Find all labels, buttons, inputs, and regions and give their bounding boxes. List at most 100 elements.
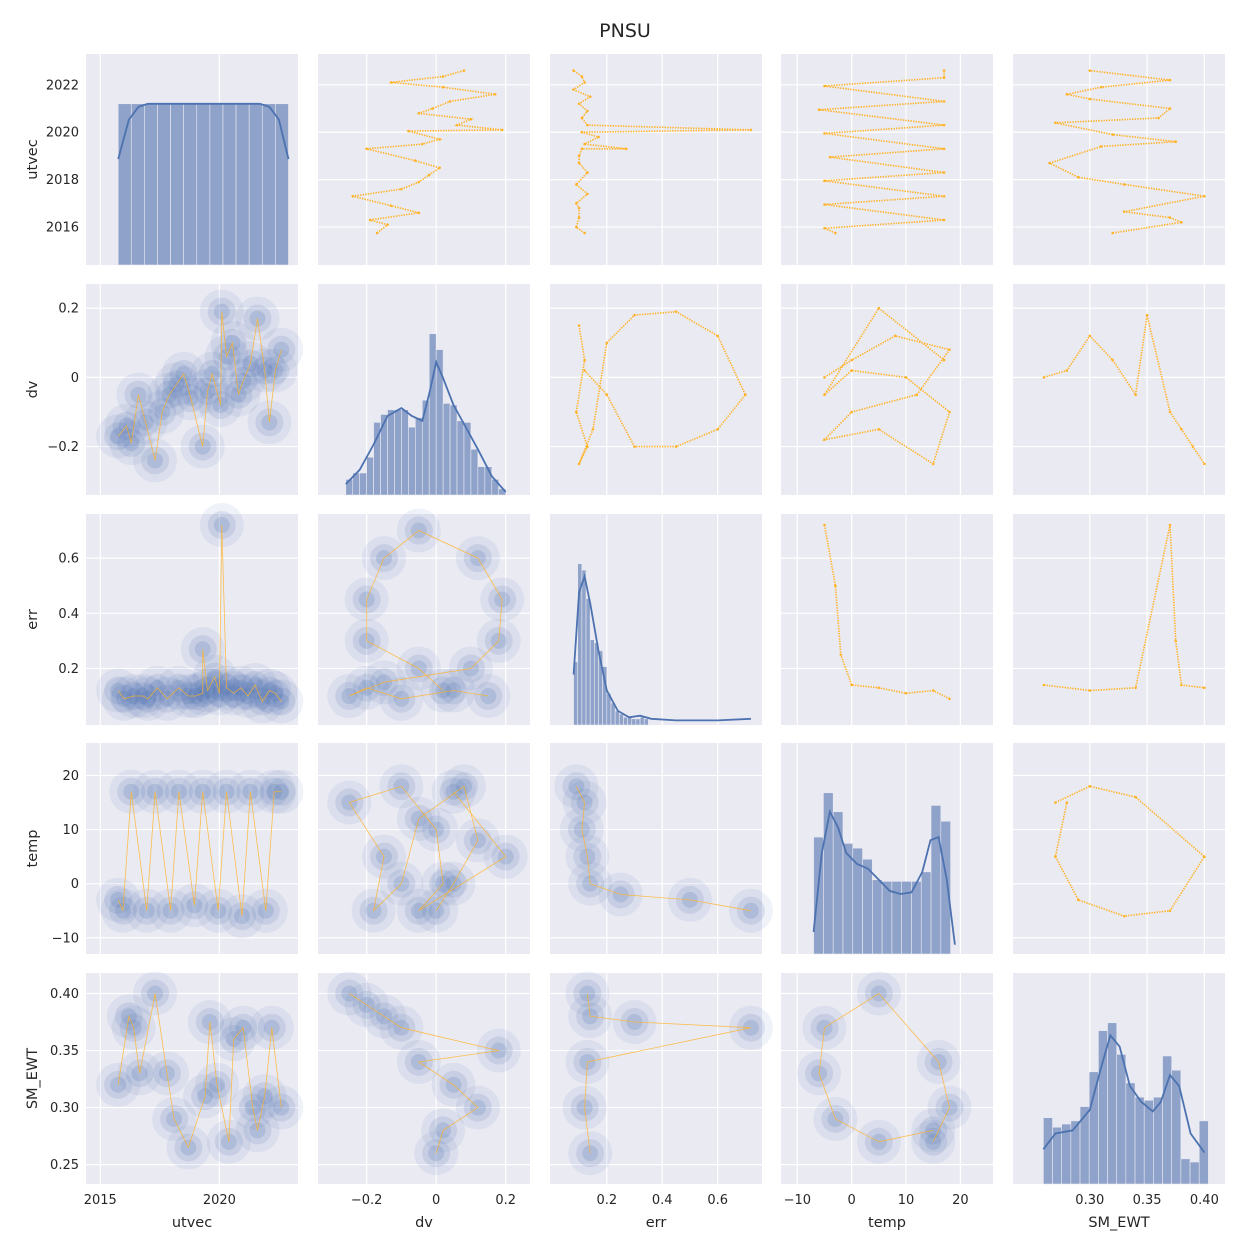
kde-contour — [335, 979, 364, 1008]
scatter-point — [389, 204, 393, 208]
scatter-point — [588, 95, 592, 98]
scatter-point — [427, 173, 431, 177]
kde-contour — [480, 688, 497, 705]
panel-background — [86, 284, 298, 495]
scatter-point — [577, 206, 581, 210]
panel-SM_EWT-vs-dv: −0.2 0 0.2 — [318, 971, 530, 1208]
scatter-point — [1191, 445, 1195, 448]
scatter-point — [417, 111, 421, 115]
x-tick-label: 0.40 — [1190, 1193, 1219, 1208]
scatter-point — [624, 147, 628, 151]
panel-background — [1013, 284, 1225, 495]
kde-contour — [104, 422, 133, 451]
scatter-point — [823, 84, 826, 88]
scatter-point — [823, 132, 826, 135]
kde-contour — [96, 877, 141, 922]
scatter-point — [431, 107, 434, 110]
x-tick-label: −0.2 — [351, 1193, 383, 1208]
scatter-point — [823, 226, 826, 230]
kde-contour — [273, 783, 290, 800]
scatter-point — [580, 116, 584, 120]
hist-bar — [842, 843, 854, 955]
scatter-point — [1145, 313, 1149, 317]
x-axis-label-SM_EWT: SM_EWT — [1088, 1215, 1149, 1231]
hist-bar — [394, 409, 402, 496]
scatter-point — [1077, 175, 1080, 179]
scatter-point — [1065, 93, 1069, 96]
scatter-point — [904, 376, 908, 379]
hist-bar — [196, 103, 211, 266]
scatter-trace — [1043, 314, 1206, 465]
scatter-point — [469, 117, 473, 121]
hist-bar — [144, 103, 158, 266]
kde-contour — [110, 891, 127, 908]
scatter-point — [1077, 898, 1080, 902]
kde-contour — [428, 1145, 445, 1162]
hist-bar — [170, 103, 184, 266]
scatter-point — [877, 686, 881, 690]
scatter-point — [455, 123, 459, 127]
kde-contour — [429, 676, 458, 705]
scatter-point — [674, 445, 678, 448]
scatter-point — [1134, 795, 1137, 799]
scatter-point — [420, 142, 424, 146]
y-tick-label: 0.2 — [58, 302, 79, 317]
scatter-point — [605, 341, 609, 345]
panel-utvec-vs-temp — [781, 54, 993, 265]
panel-background — [86, 743, 298, 954]
x-axis-label-err: err — [646, 1215, 667, 1231]
scatter-trace-faint — [117, 791, 282, 917]
kde-contour — [327, 971, 372, 1016]
scatter-point — [850, 358, 853, 362]
hist-bar — [130, 103, 145, 266]
hist-bar — [862, 858, 873, 955]
x-axis-label-dv: dv — [415, 1215, 433, 1231]
scatter-point — [1111, 358, 1114, 362]
scatter-point — [605, 393, 609, 396]
hist-bar — [428, 333, 437, 496]
x-tick-label: 0.35 — [1133, 1193, 1162, 1208]
x-tick-label: 0.30 — [1075, 1193, 1104, 1208]
y-axis-label-err: err — [25, 609, 41, 630]
kde-contour — [341, 688, 358, 705]
scatter-point — [1088, 334, 1092, 338]
scatter-point — [586, 445, 589, 448]
scatter-point — [716, 427, 719, 431]
scatter-point — [580, 147, 584, 151]
hist-bar — [1180, 1158, 1191, 1185]
scatter-trace-faint — [584, 993, 751, 1154]
kde-line — [1042, 1033, 1206, 1154]
scatter-point — [577, 102, 581, 106]
hist-bar — [614, 710, 620, 726]
panel-background — [550, 973, 762, 1184]
kde-contour — [919, 1116, 948, 1145]
kde-contour — [422, 1139, 451, 1168]
scatter-point — [948, 410, 951, 414]
kde-contour — [327, 674, 372, 719]
scatter-point — [942, 76, 946, 80]
scatter-point — [1168, 909, 1172, 913]
scatter-point — [915, 393, 919, 396]
scatter-point — [1099, 85, 1103, 89]
scatter-point — [823, 203, 826, 206]
hist-bar — [449, 404, 458, 496]
panel-dv-vs-err — [550, 284, 762, 495]
x-tick-label: −10 — [784, 1193, 811, 1208]
scatter-point — [817, 108, 821, 112]
kde-contour — [110, 428, 127, 445]
kde-contour — [199, 289, 244, 334]
scatter-point — [823, 179, 826, 183]
panel-err-vs-err — [550, 514, 762, 726]
y-tick-label: 10 — [62, 823, 79, 838]
panel-temp-vs-utvec: −10 0 10 20 — [52, 743, 304, 954]
hist-bar — [1125, 1082, 1136, 1185]
scatter-point — [591, 427, 595, 431]
kde-contour — [96, 414, 141, 459]
kde-contour — [341, 985, 358, 1002]
scatter-point — [1203, 194, 1206, 198]
scatter-point — [368, 218, 372, 222]
scatter-point — [572, 88, 575, 91]
hist-bar — [387, 409, 395, 496]
x-tick-label: 20 — [952, 1193, 969, 1208]
scatter-point — [942, 69, 946, 72]
